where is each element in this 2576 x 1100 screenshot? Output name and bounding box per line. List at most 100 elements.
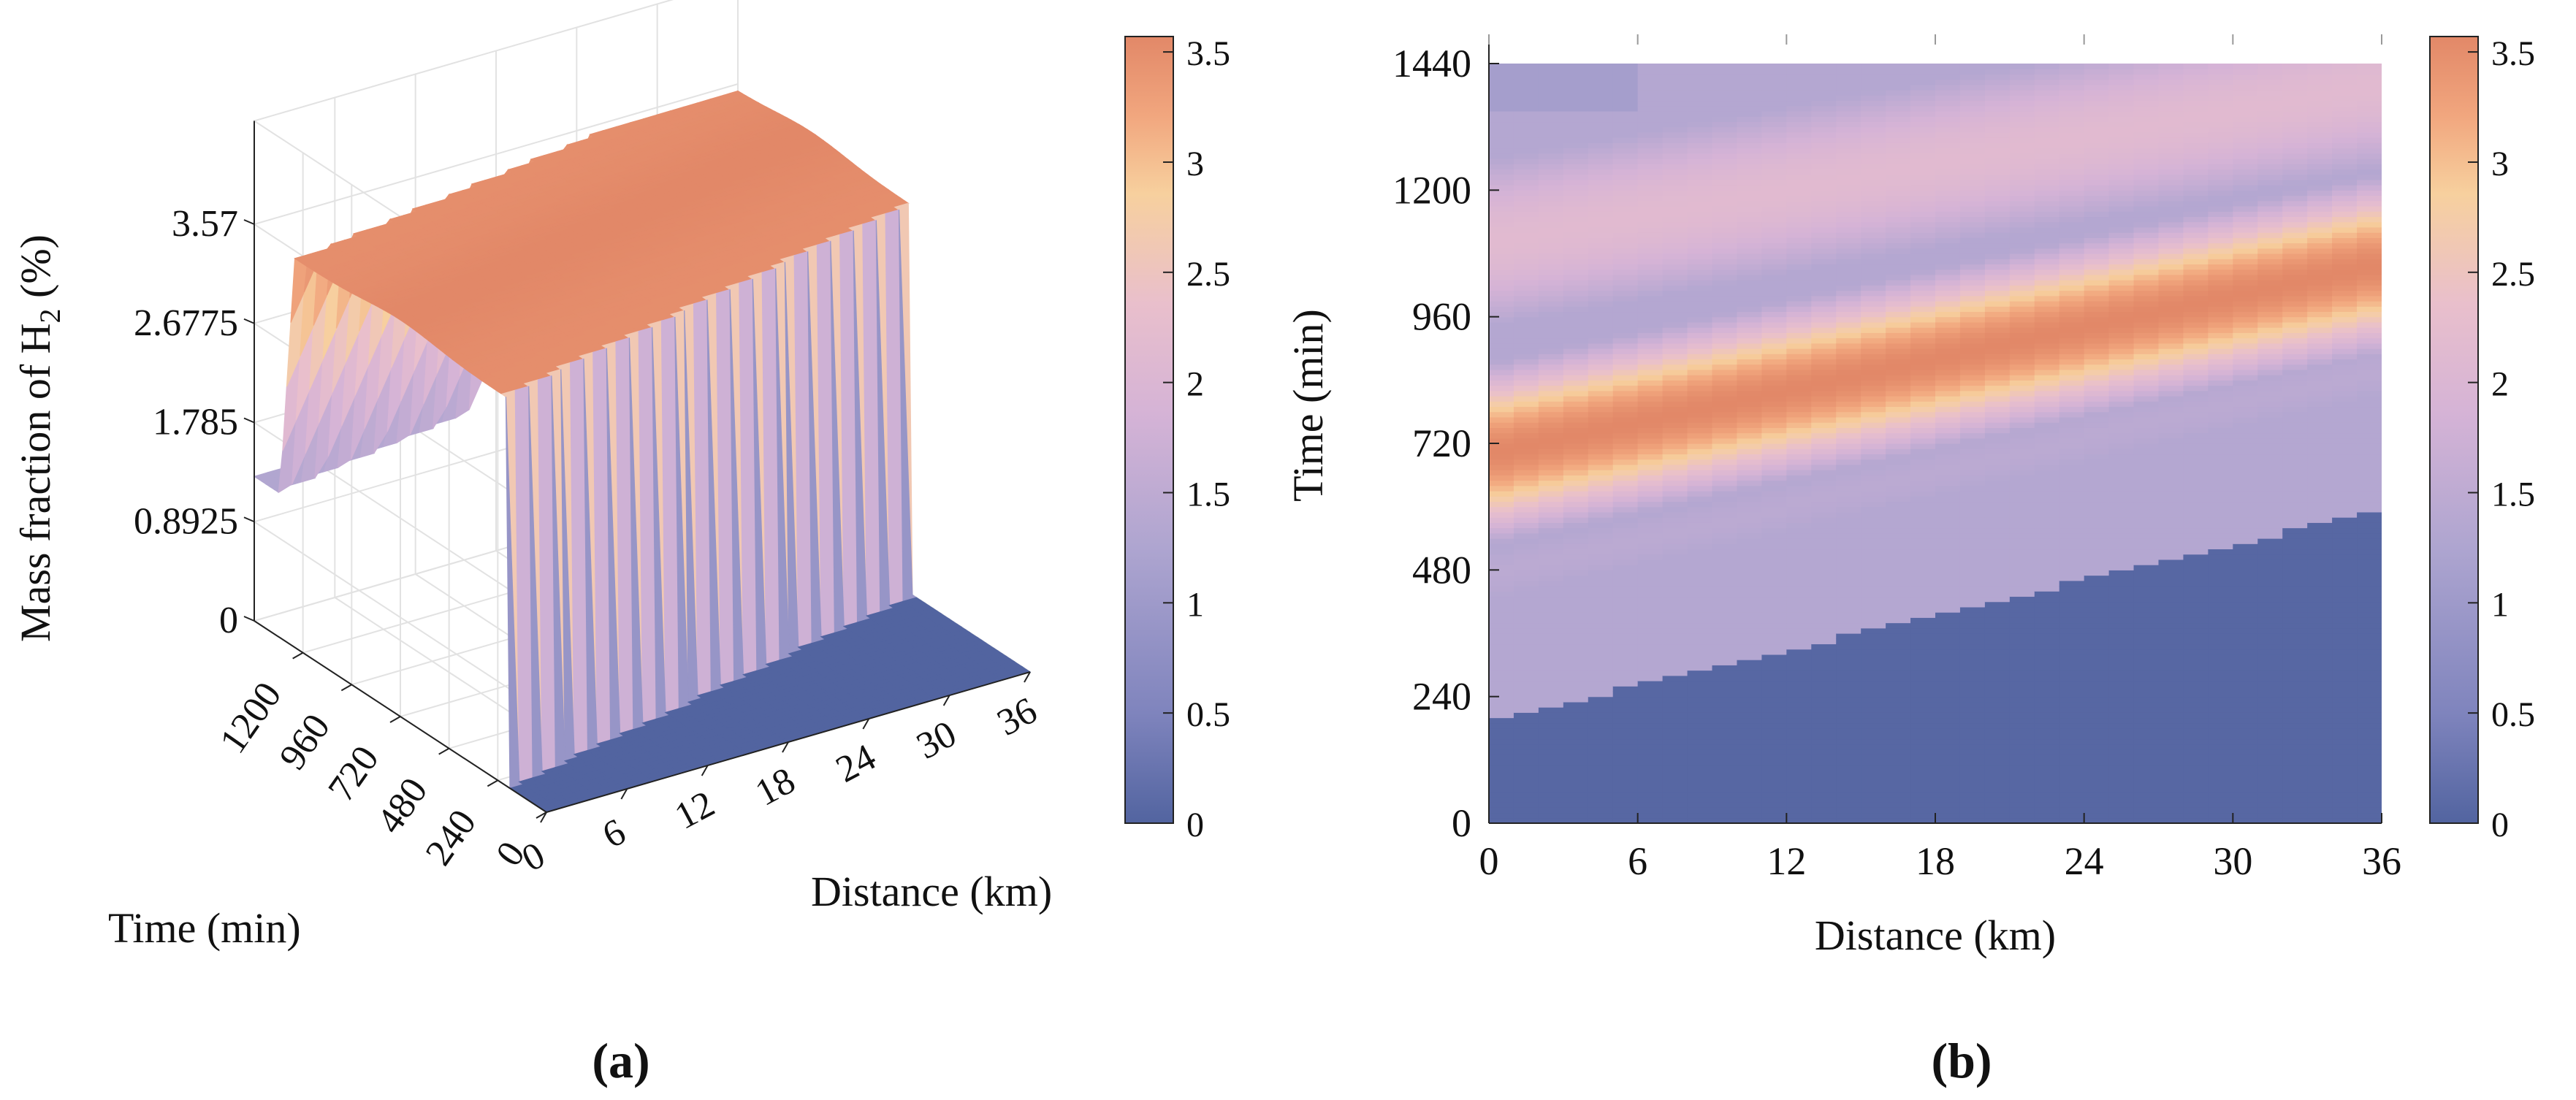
heatmap-cell <box>1737 817 1762 823</box>
heatmap-cell <box>1513 612 1539 618</box>
heatmap-cell <box>1737 575 1762 581</box>
heatmap-cell <box>1662 242 1688 249</box>
heatmap-cell <box>1563 264 1589 270</box>
heatmap-cell <box>1662 717 1688 724</box>
heatmap-cell <box>1687 316 1713 323</box>
heatmap-cell <box>1761 95 1787 102</box>
heatmap-cell <box>1662 100 1688 107</box>
heatmap-cell <box>1612 427 1639 434</box>
heatmap-cell <box>1811 375 1837 381</box>
heatmap-cell <box>1513 216 1539 223</box>
heatmap-cell <box>1662 575 1688 581</box>
heatmap-cell <box>1563 116 1589 123</box>
heatmap-cell <box>1612 443 1639 449</box>
heatmap-cell <box>1513 643 1539 650</box>
heatmap-cell <box>1861 264 1886 270</box>
heatmap-cell <box>1588 359 1614 365</box>
heatmap-cell <box>1662 765 1688 771</box>
heatmap-cell <box>1513 696 1539 703</box>
heatmap-cell <box>1538 295 1564 302</box>
heatmap-cell <box>1588 755 1614 760</box>
heatmap-cell <box>1811 538 1837 544</box>
heatmap-cell <box>1588 470 1614 475</box>
heatmap-cell <box>1786 427 1812 434</box>
heatmap-cell <box>1662 755 1688 760</box>
heatmap-cell <box>1563 559 1589 565</box>
heatmap-cell <box>1563 232 1589 238</box>
heatmap-cell <box>1712 390 1738 397</box>
colorbar-tick-label: 0 <box>1186 806 1204 844</box>
heatmap-cell <box>1513 591 1539 597</box>
heatmap-cell <box>1513 670 1539 676</box>
heatmap-cell <box>1861 242 1886 249</box>
heatmap-cell <box>1612 406 1639 413</box>
heatmap-cell <box>1761 675 1787 681</box>
heatmap-cell <box>1538 464 1564 470</box>
heatmap-cell <box>1662 142 1688 149</box>
heatmap-cell <box>1687 190 1713 196</box>
heatmap-cell <box>1811 622 1837 629</box>
heatmap-cell <box>1612 612 1639 618</box>
heatmap-cell <box>1662 84 1688 91</box>
heatmap-cell <box>1538 681 1564 687</box>
heatmap-cell <box>1588 343 1614 349</box>
heatmap-cell <box>1637 633 1664 639</box>
heatmap-cell <box>1588 295 1614 302</box>
heatmap-cell <box>1612 195 1639 202</box>
heatmap-cell <box>1563 100 1589 107</box>
heatmap-cell <box>1538 200 1564 207</box>
heatmap-cell <box>1637 148 1664 154</box>
heatmap-cell <box>1637 612 1664 618</box>
heatmap-cell <box>1489 738 1514 745</box>
heatmap-cell <box>1662 559 1688 565</box>
heatmap-cell <box>1861 617 1886 624</box>
heatmap-cell <box>1588 242 1614 249</box>
heatmap-cell <box>1737 348 1762 354</box>
heatmap-cell <box>1811 485 1837 492</box>
heatmap-cell <box>1538 64 1564 69</box>
heatmap-cell <box>1513 501 1539 508</box>
heatmap-cell <box>1538 506 1564 513</box>
heatmap-cell <box>1712 591 1738 597</box>
heatmap-cell <box>1861 369 1886 375</box>
heatmap-cell <box>1489 248 1514 254</box>
heatmap-cell <box>1712 586 1738 592</box>
heatmap-cell <box>1712 221 1738 228</box>
heatmap-cell <box>1786 622 1812 629</box>
heatmap-cell <box>1637 580 1664 587</box>
heatmap-cell <box>1761 179 1787 186</box>
heatmap-cell <box>1861 670 1886 676</box>
heatmap-cell <box>1662 121 1688 128</box>
heatmap-cell <box>1588 459 1614 465</box>
heatmap-cell <box>1489 538 1514 544</box>
heatmap-cell <box>1513 396 1539 402</box>
heatmap-cell <box>1861 817 1886 823</box>
heatmap-cell <box>1687 812 1713 819</box>
heatmap-cell <box>1761 707 1787 713</box>
heatmap-cell <box>1861 675 1886 681</box>
heatmap-cell <box>1737 311 1762 318</box>
heatmap-cell <box>1637 179 1664 186</box>
heatmap-cell <box>1861 517 1886 523</box>
heatmap-cell <box>1687 817 1713 823</box>
heatmap-cell <box>1861 591 1886 597</box>
heatmap-cell <box>1489 532 1514 539</box>
heatmap-cell <box>1489 622 1514 629</box>
heatmap-cell <box>1687 148 1713 154</box>
heatmap-cell <box>1489 427 1514 434</box>
heatmap-cell <box>1662 506 1688 513</box>
heatmap-cell <box>1563 654 1589 660</box>
heatmap-cell <box>1563 670 1589 676</box>
heatmap-cell <box>1563 195 1589 202</box>
heatmap-cell <box>1513 200 1539 207</box>
heatmap-cell <box>1687 586 1713 592</box>
heatmap-cell <box>1712 211 1738 218</box>
heatmap-cell <box>1786 696 1812 703</box>
heatmap-cell <box>1811 496 1837 503</box>
heatmap-cell <box>1712 649 1738 655</box>
heatmap-cell <box>1513 549 1539 555</box>
heatmap-cell <box>1786 485 1812 492</box>
heatmap-cell <box>1662 601 1688 608</box>
heatmap-cell <box>1563 269 1589 275</box>
heatmap-cell <box>1612 675 1639 681</box>
